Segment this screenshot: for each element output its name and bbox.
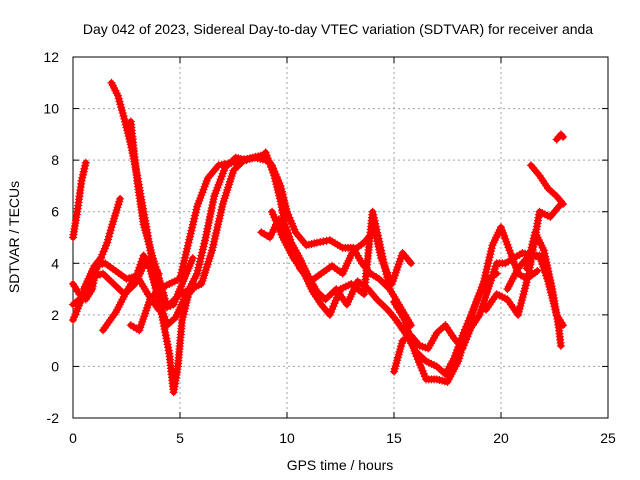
series-sat-q [522, 228, 565, 350]
x-tick-label: 20 [493, 430, 509, 446]
y-tick-labels: -2 0 2 4 6 8 10 12 [43, 49, 59, 426]
series-sat-o [526, 161, 568, 208]
data-point [533, 267, 542, 276]
y-tick-label: 2 [51, 307, 59, 323]
y-tick-label: -2 [47, 410, 60, 426]
data-point [116, 194, 125, 203]
series-sat-s [69, 254, 105, 304]
x-tick-labels: 0 5 10 15 20 25 [69, 430, 616, 446]
data-point [154, 269, 163, 278]
x-tick-label: 0 [69, 430, 77, 446]
x-tick-label: 5 [176, 430, 184, 446]
x-tick-label: 10 [279, 430, 295, 446]
x-tick-label: 15 [386, 430, 402, 446]
y-tick-label: 10 [43, 101, 59, 117]
data-point [81, 158, 90, 167]
series-sat-a [69, 158, 90, 242]
series-sat-k [268, 207, 416, 330]
x-axis-title: GPS time / hours [287, 457, 394, 473]
y-axis-title: SDTVAR / TECUs [6, 181, 22, 293]
data-point [96, 254, 105, 263]
data-point [407, 259, 416, 268]
data-point [559, 132, 568, 141]
series-layer [69, 78, 568, 397]
data-point [556, 341, 565, 350]
data-point [188, 254, 197, 263]
y-tick-label: 12 [43, 49, 59, 65]
series-sat-g [98, 153, 251, 335]
y-tick-label: 4 [51, 255, 59, 271]
series-sat-r [552, 130, 568, 144]
chart-title: Day 042 of 2023, Sidereal Day-to-day VTE… [83, 21, 593, 37]
data-point [559, 199, 568, 208]
grid [73, 57, 608, 418]
y-tick-label: 8 [51, 152, 59, 168]
y-tick-label: 0 [51, 358, 59, 374]
y-tick-label: 6 [51, 204, 59, 220]
series-sat-c [107, 78, 197, 397]
axis-ticks [72, 56, 609, 419]
plot-frame [72, 56, 609, 419]
x-tick-label: 25 [600, 430, 616, 446]
